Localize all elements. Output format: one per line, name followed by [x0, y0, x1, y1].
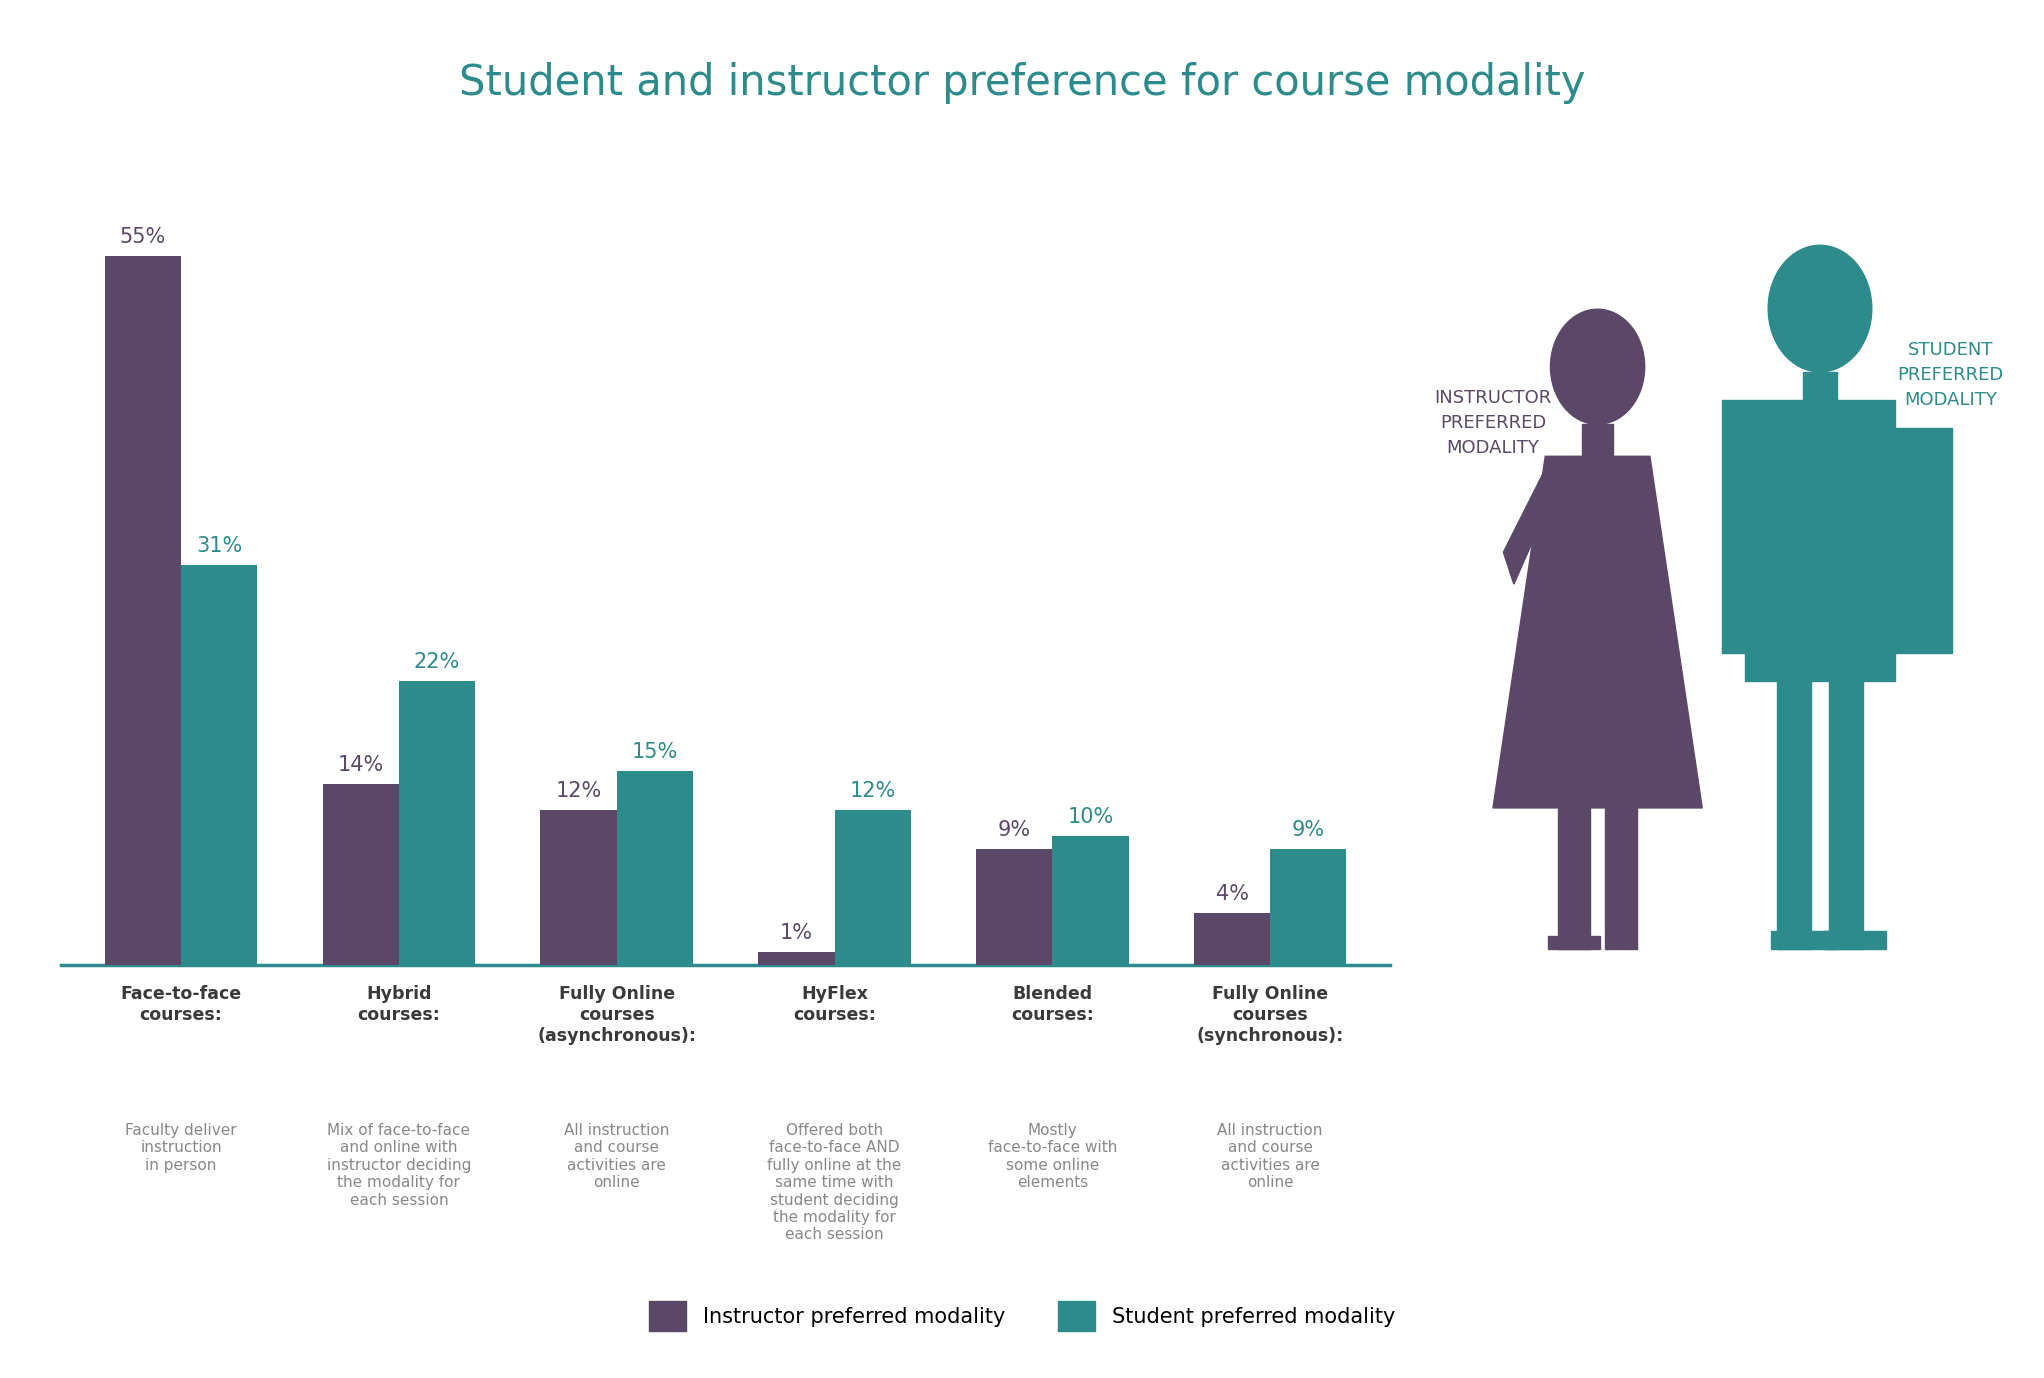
Text: STUDENT
PREFERRED
MODALITY: STUDENT PREFERRED MODALITY — [1897, 342, 2003, 409]
Bar — [977, 849, 1053, 965]
Bar — [617, 772, 693, 965]
Bar — [540, 810, 617, 965]
Text: All instruction
and course
activities are
online: All instruction and course activities ar… — [1218, 1123, 1322, 1191]
Text: HyFlex
courses:: HyFlex courses: — [793, 985, 877, 1024]
Text: Hybrid
courses:: Hybrid courses: — [358, 985, 439, 1024]
Polygon shape — [1504, 469, 1551, 584]
Bar — [399, 681, 474, 965]
Text: 31%: 31% — [196, 536, 243, 555]
Bar — [1053, 835, 1128, 965]
Polygon shape — [1829, 681, 1864, 948]
Bar — [1194, 914, 1269, 965]
Polygon shape — [1582, 424, 1613, 456]
Bar — [323, 784, 399, 965]
Polygon shape — [1770, 932, 1833, 948]
Text: 12%: 12% — [556, 781, 601, 801]
Text: Mostly
face-to-face with
some online
elements: Mostly face-to-face with some online ele… — [987, 1123, 1116, 1191]
Polygon shape — [1558, 808, 1590, 948]
Text: Fully Online
courses
(synchronous):: Fully Online courses (synchronous): — [1196, 985, 1343, 1045]
Text: Face-to-face
courses:: Face-to-face courses: — [121, 985, 241, 1024]
Text: Offered both
face-to-face AND
fully online at the
same time with
student decidin: Offered both face-to-face AND fully onli… — [766, 1123, 901, 1243]
Text: 1%: 1% — [781, 923, 814, 943]
Bar — [834, 810, 912, 965]
Text: Student and instructor preference for course modality: Student and instructor preference for co… — [458, 62, 1586, 103]
Text: 10%: 10% — [1067, 806, 1114, 827]
Text: 14%: 14% — [337, 755, 384, 774]
Text: 55%: 55% — [121, 226, 166, 247]
Polygon shape — [1895, 429, 1952, 653]
Text: 9%: 9% — [1292, 820, 1325, 839]
Polygon shape — [1823, 932, 1887, 948]
Polygon shape — [1547, 936, 1600, 948]
Polygon shape — [1746, 400, 1895, 681]
Text: 15%: 15% — [632, 743, 679, 762]
Text: Faculty deliver
instruction
in person: Faculty deliver instruction in person — [125, 1123, 237, 1173]
Text: Fully Online
courses
(asynchronous):: Fully Online courses (asynchronous): — [538, 985, 697, 1045]
Text: 9%: 9% — [997, 820, 1030, 839]
Polygon shape — [1803, 372, 1838, 400]
Text: All instruction
and course
activities are
online: All instruction and course activities ar… — [564, 1123, 668, 1191]
Text: Mix of face-to-face
and online with
instructor deciding
the modality for
each se: Mix of face-to-face and online with inst… — [327, 1123, 470, 1207]
Bar — [1269, 849, 1347, 965]
Legend: Instructor preferred modality, Student preferred modality: Instructor preferred modality, Student p… — [640, 1293, 1404, 1339]
Polygon shape — [1776, 681, 1811, 948]
Bar — [104, 255, 182, 965]
Text: Blended
courses:: Blended courses: — [1012, 985, 1094, 1024]
Circle shape — [1551, 309, 1645, 424]
Polygon shape — [1605, 808, 1637, 948]
Polygon shape — [1723, 400, 1746, 653]
Text: 12%: 12% — [850, 781, 895, 801]
Bar — [758, 952, 834, 965]
Text: 22%: 22% — [413, 652, 460, 672]
Polygon shape — [1492, 456, 1703, 808]
Text: 4%: 4% — [1216, 885, 1249, 904]
Text: INSTRUCTOR
PREFERRED
MODALITY: INSTRUCTOR PREFERRED MODALITY — [1435, 389, 1551, 457]
Bar — [182, 565, 258, 965]
Circle shape — [1768, 245, 1872, 372]
